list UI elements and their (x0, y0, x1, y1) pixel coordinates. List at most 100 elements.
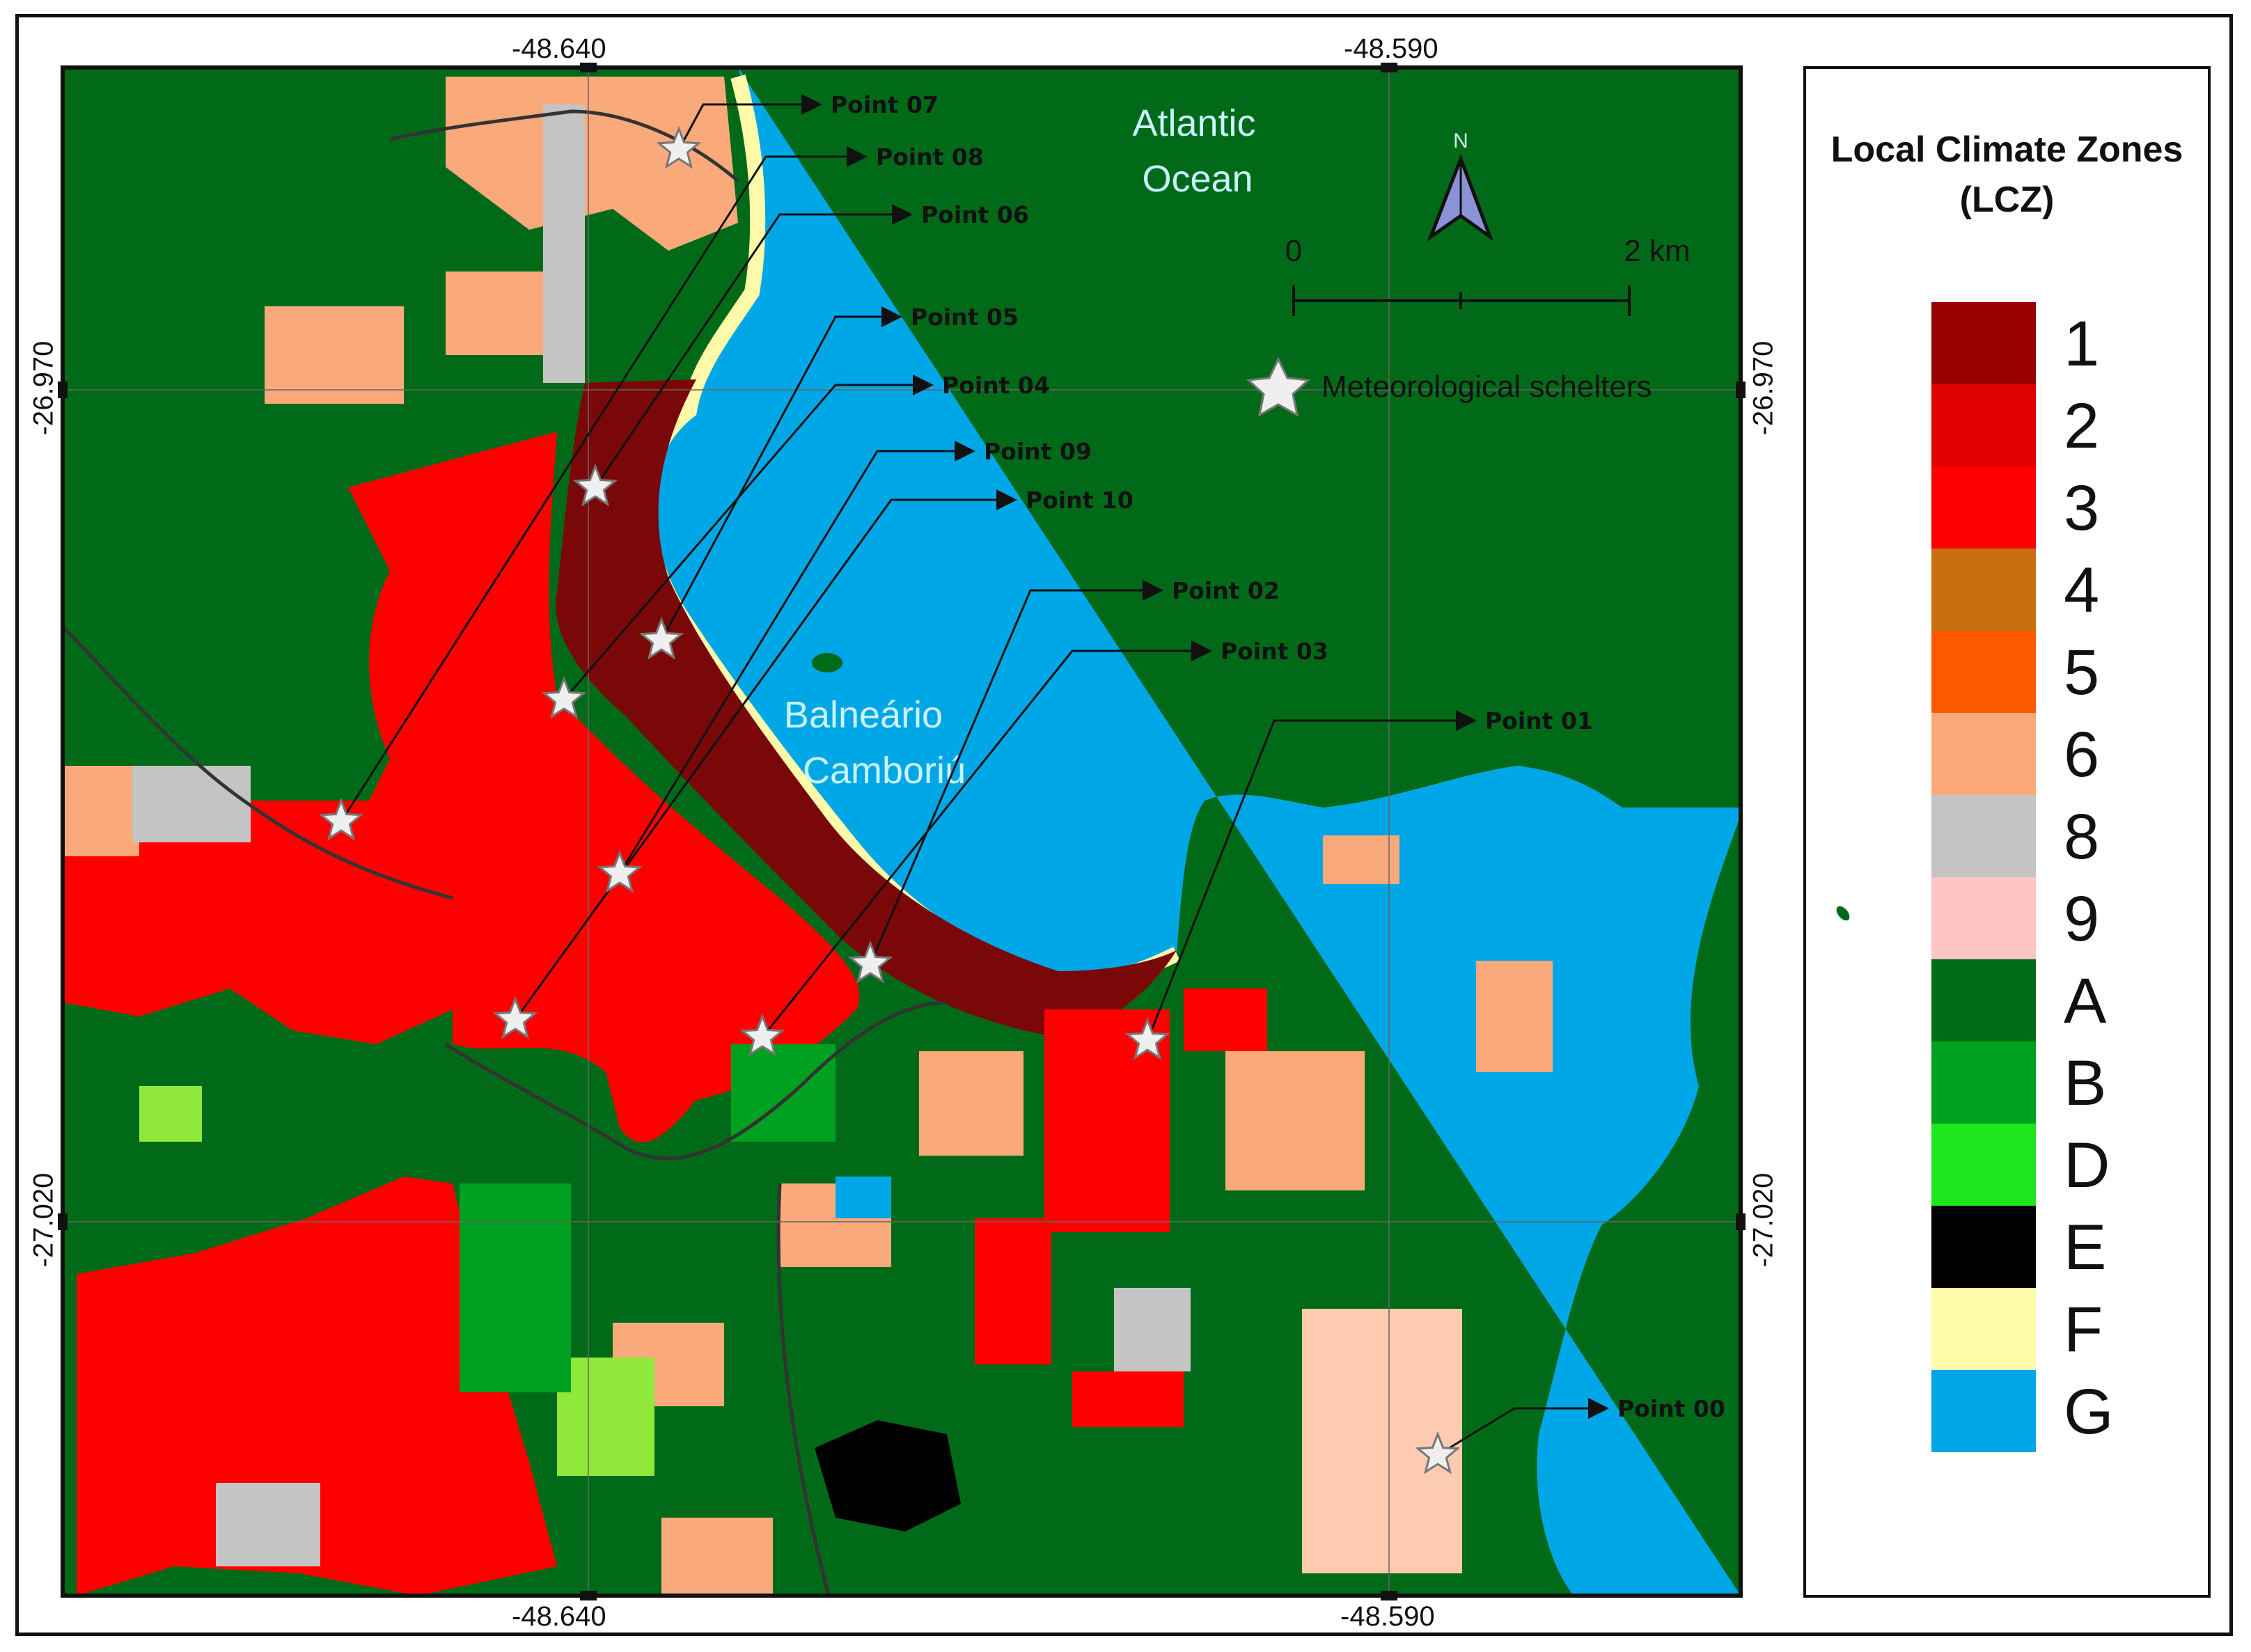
coord-top-left: -48.640 (512, 33, 606, 64)
north-arrow-icon: N (1427, 129, 1494, 242)
coord-top-right: -48.590 (1344, 33, 1438, 64)
lcz6-patch (661, 1518, 773, 1596)
legend-label-G: G (2064, 1376, 2114, 1447)
lcz6-patch (1323, 835, 1399, 884)
inland-water (836, 1177, 891, 1218)
legend-swatch-E (1931, 1206, 2036, 1288)
legend-swatch-1 (1931, 302, 2036, 384)
scale-end: 2 km (1624, 234, 1690, 268)
coord-right-bottom: -27.020 (1748, 1172, 1779, 1268)
lcz6-patch (63, 766, 139, 856)
legend-swatch-B (1931, 1041, 2036, 1124)
station-star-04 (541, 675, 587, 719)
coord-bottom-right: -48.590 (1340, 1601, 1435, 1632)
lcz8-strip (543, 104, 585, 383)
point-label-03: Point 03 (1221, 638, 1328, 665)
lcz6-patch (265, 306, 404, 404)
star-icon (1246, 356, 1311, 417)
north-label: N (1453, 129, 1468, 152)
tick-marks (58, 63, 1746, 1600)
legend-title: Local Climate Zones (LCZ) (1806, 125, 2208, 225)
legend-label-8: 8 (2064, 801, 2100, 872)
river-line (444, 1000, 948, 1161)
legend-label-F: F (2064, 1294, 2103, 1365)
legend-title-line2: (LCZ) (1959, 180, 2055, 220)
station-star-00 (1415, 1431, 1461, 1474)
coord-right-top: -26.970 (1748, 340, 1779, 436)
station-markers (318, 125, 1461, 1474)
scale-bar: 0 2 km (1285, 234, 1691, 316)
road-line (63, 625, 453, 900)
station-star-01 (1124, 1016, 1170, 1060)
station-star-06 (572, 463, 618, 507)
legend-label-5: 5 (2064, 637, 2100, 708)
legend-label-A: A (2064, 966, 2107, 1037)
city-label-1: Balneário (784, 694, 943, 736)
legend-label-D: D (2064, 1130, 2110, 1201)
lcz-b-patch (460, 1183, 571, 1392)
lcz6-north (446, 77, 738, 251)
legend-label-E: E (2064, 1212, 2107, 1283)
legend-swatch-G (1931, 1370, 2036, 1452)
island (1569, 762, 1585, 772)
city-label-2: Camboriú (803, 750, 966, 792)
legend-label-1: 1 (2064, 308, 2100, 379)
legend-swatch-5 (1931, 631, 2036, 713)
point-label-07: Point 07 (831, 91, 939, 118)
lcz-d-patch (557, 1358, 654, 1476)
ocean-area (629, 68, 1741, 1596)
legend-swatch-D (1931, 1124, 2036, 1206)
legend-label-B: B (2064, 1048, 2107, 1119)
legend-swatch-8 (1931, 795, 2036, 877)
legend-swatch-6 (1931, 713, 2036, 795)
legend-swatch-9 (1931, 877, 2036, 959)
scale-start: 0 (1285, 234, 1302, 268)
lcz6-patch (1476, 961, 1553, 1072)
point-label-06: Point 06 (921, 201, 1029, 228)
figure-frame (15, 14, 2233, 1636)
lcz3-west (63, 801, 453, 1044)
lcz1-beachfront (556, 379, 1177, 1037)
lcz8-patch (216, 1483, 320, 1566)
lcz3-southwest (77, 1177, 557, 1596)
legend-swatch-3 (1931, 466, 2036, 549)
legend-label-3: 3 (2064, 473, 2100, 544)
lcz6-patch (919, 1051, 1023, 1156)
coord-bottom-left: -48.640 (512, 1601, 606, 1632)
lcz8-patch (132, 766, 251, 842)
lcz-d-patch (139, 1086, 202, 1142)
point-leaders (340, 94, 1609, 1456)
station-star-03 (739, 1013, 785, 1057)
station-star-07 (656, 125, 702, 169)
legend-swatch-F (1931, 1288, 2036, 1370)
station-star-10 (492, 996, 538, 1039)
legend-label-2: 2 (2064, 391, 2100, 462)
lcz8-patch (1114, 1288, 1191, 1371)
station-star-05 (638, 616, 684, 660)
point-label-05: Point 05 (911, 304, 1019, 331)
legend-label-9: 9 (2064, 883, 2100, 954)
point-label-02: Point 02 (1172, 577, 1280, 604)
station-star-09 (597, 849, 643, 893)
lcz-e-patch (815, 1420, 961, 1532)
legend-swatch-A (1931, 959, 2036, 1041)
station-star-08 (318, 797, 364, 841)
point-label-08: Point 08 (876, 143, 984, 171)
legend-swatch-4 (1931, 549, 2036, 631)
coord-left-bottom: -27.020 (28, 1172, 59, 1268)
land-use-layer (63, 68, 1741, 1596)
legend-swatch-2 (1931, 384, 2036, 466)
point-label-10: Point 10 (1026, 487, 1134, 514)
graticule (63, 68, 1741, 1596)
station-star-02 (847, 940, 893, 984)
point-label-00: Point 00 (1617, 1395, 1725, 1422)
lcz3-block-south (975, 1218, 1051, 1364)
point-label-09: Point 09 (984, 438, 1092, 465)
ocean-label-1: Atlantic (1132, 102, 1255, 144)
lcz3-block-small (1072, 1371, 1184, 1427)
lcz3-block-point01 (1184, 989, 1267, 1051)
legend-label-6: 6 (2064, 719, 2100, 790)
station-legend: Meteorological schelters (1246, 356, 1652, 417)
